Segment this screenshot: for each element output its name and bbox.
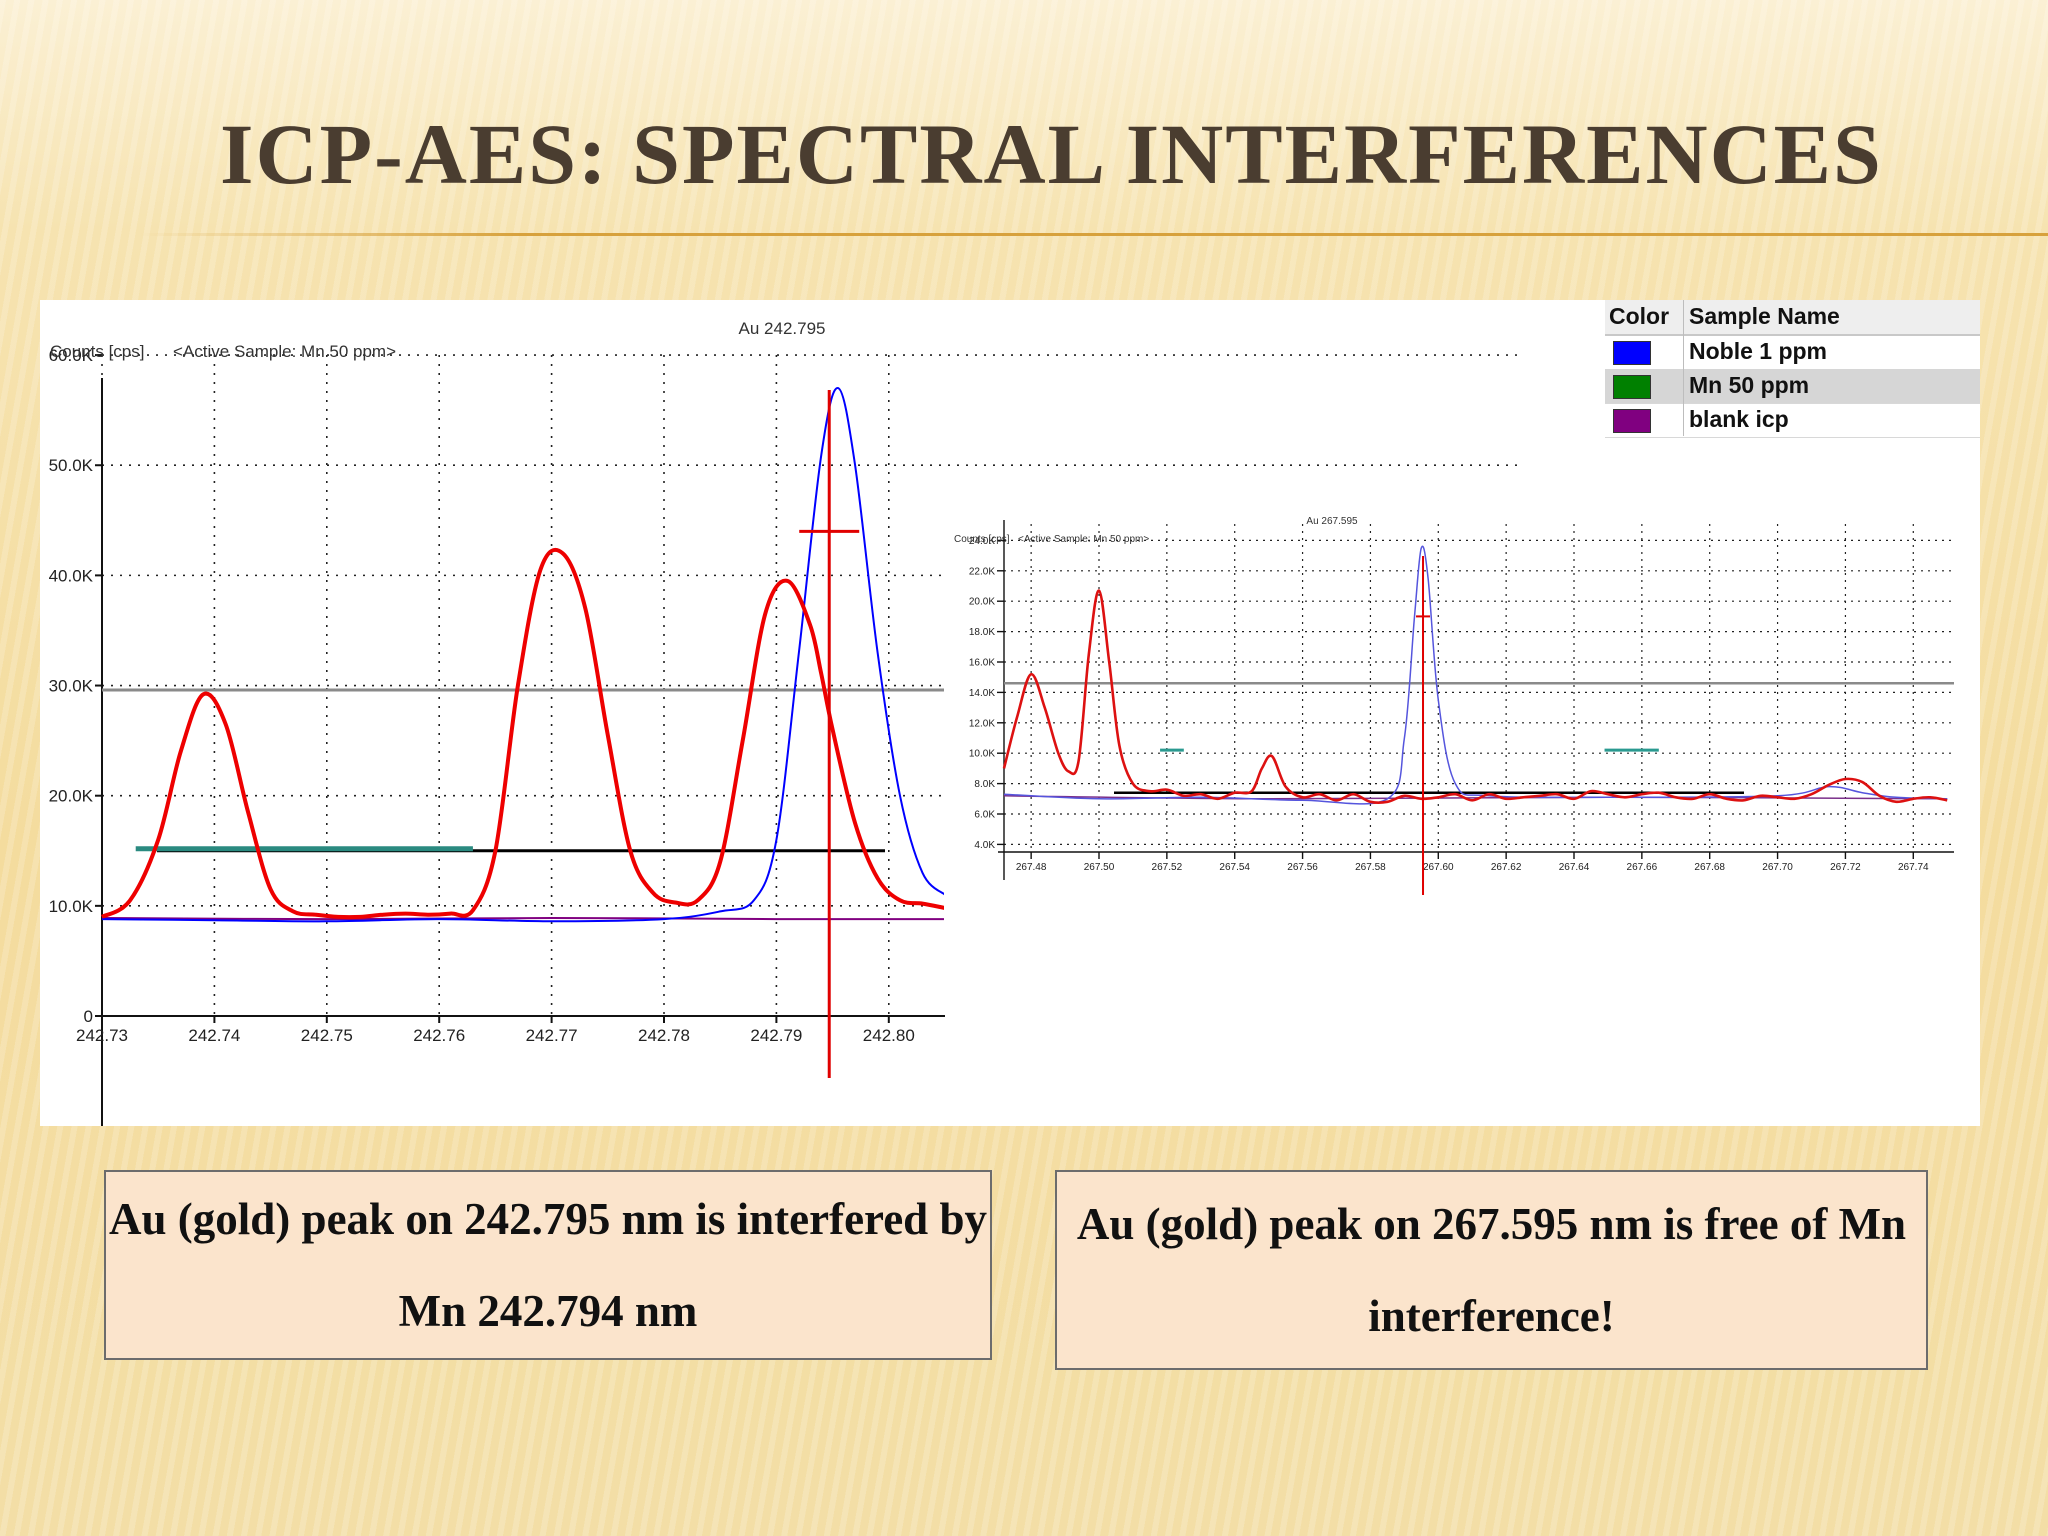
caption-right-text: Au (gold) peak on 267.595 nm is free of … [1076, 1199, 1907, 1341]
x-tick-label: 267.72 [1830, 862, 1861, 873]
x-tick-label: 267.52 [1152, 862, 1183, 873]
chart-au-267: 4.0K 6.0K 8.0K 10.0K 12.0K 14.0K 16.0K 18.0K 20.… [954, 516, 1954, 895]
y-axis-label: Counts [cps] [954, 534, 1010, 545]
x-tick-label: 242.73 [76, 1026, 128, 1045]
caption-left: Au (gold) peak on 242.795 nm is interfer… [104, 1170, 992, 1360]
legend-header-name: Sample Name [1689, 303, 1840, 329]
series-line-blank-icp [101, 916, 946, 921]
chart-title: Au 267.595 [1306, 516, 1358, 527]
x-tick-label: 242.80 [863, 1026, 915, 1045]
series-line-blank-icp [1003, 795, 1948, 800]
legend-divider [1683, 300, 1684, 436]
y-tick-label: 14.0K [969, 688, 995, 699]
x-tick-label: 242.74 [188, 1026, 240, 1045]
y-tick-label: 10.0K [969, 749, 995, 760]
x-tick-label: 267.62 [1491, 862, 1522, 873]
series-line-noble-1-ppm [101, 387, 946, 923]
y-tick-label: 20.0K [969, 597, 995, 608]
legend-swatch [1613, 375, 1651, 399]
legend-swatch [1613, 409, 1651, 433]
legend-table: Color Sample Name Noble 1 ppm Mn 50 ppm … [1605, 300, 1980, 438]
series-line-mn-50-ppm [1002, 589, 1948, 804]
x-tick-label: 267.70 [1762, 862, 1793, 873]
legend-label: blank icp [1689, 406, 1789, 432]
legend-swatch [1613, 341, 1651, 365]
y-tick-label: 4.0K [974, 840, 995, 851]
y-tick-label: 20.0K [49, 787, 94, 806]
chart-title: Au 242.795 [739, 319, 826, 338]
y-tick-label: 10.0K [49, 897, 94, 916]
legend-label: Noble 1 ppm [1689, 338, 1828, 364]
title-divider [140, 233, 2048, 236]
y-tick-label: 40.0K [49, 566, 94, 585]
y-tick-label: 50.0K [49, 456, 94, 475]
x-tick-label: 267.48 [1016, 862, 1047, 873]
legend-label: Mn 50 ppm [1689, 372, 1810, 398]
active-sample-annotation: <Active Sample: Mn 50 ppm> [1018, 534, 1149, 545]
x-tick-label: 267.60 [1423, 862, 1454, 873]
x-tick-label: 267.74 [1898, 862, 1929, 873]
y-tick-label: 12.0K [969, 718, 995, 729]
x-tick-label: 242.77 [526, 1026, 578, 1045]
series-line-noble-1-ppm [1003, 545, 1948, 805]
series-line-mn-50-ppm [100, 547, 946, 920]
legend-row[interactable]: Noble 1 ppm [1605, 335, 1980, 370]
legend-header: Color Sample Name [1605, 300, 1980, 336]
x-tick-label: 267.56 [1287, 862, 1318, 873]
spectrum-figure: 0 10.0K 20.0K 30.0K 40.0K 50.0K 60.0K 242.73 242… [40, 300, 1980, 1126]
y-axis-label: Counts [cps] [50, 342, 145, 361]
y-tick-label: 60.0K [49, 346, 94, 365]
y-tick-label: 24.0K [969, 536, 995, 547]
y-tick-label: 22.0K [969, 566, 995, 577]
x-tick-label: 267.68 [1694, 862, 1725, 873]
active-sample-annotation: <Active Sample: Mn 50 ppm> [173, 342, 396, 361]
caption-right: Au (gold) peak on 267.595 nm is free of … [1055, 1170, 1928, 1370]
x-tick-label: 267.50 [1084, 862, 1115, 873]
inset-panel: 4.0K 6.0K 8.0K 10.0K 12.0K 14.0K 16.0K 18.0K 20.… [944, 510, 1980, 1000]
x-tick-label: 242.76 [413, 1026, 465, 1045]
legend-row[interactable]: blank icp [1605, 403, 1980, 438]
caption-left-text: Au (gold) peak on 242.795 nm is interfer… [109, 1194, 987, 1336]
x-tick-label: 267.64 [1559, 862, 1590, 873]
x-tick-label: 242.75 [301, 1026, 353, 1045]
y-tick-label: 6.0K [974, 810, 995, 821]
x-tick-label: 267.66 [1627, 862, 1658, 873]
x-tick-label: 242.78 [638, 1026, 690, 1045]
y-tick-label: 8.0K [974, 779, 995, 790]
x-tick-label: 267.58 [1355, 862, 1386, 873]
y-tick-label: 18.0K [969, 627, 995, 638]
x-tick-label: 242.79 [750, 1026, 802, 1045]
x-tick-label: 267.54 [1219, 862, 1250, 873]
legend-row[interactable]: Mn 50 ppm [1605, 369, 1980, 404]
y-tick-label: 30.0K [49, 676, 94, 695]
legend-header-color: Color [1609, 303, 1670, 329]
y-tick-label: 16.0K [969, 658, 995, 669]
y-tick-label: 0 [84, 1007, 93, 1026]
chart-au-242: 0 10.0K 20.0K 30.0K 40.0K 50.0K 60.0K 242.73 242… [49, 319, 1520, 1126]
slide-title: ICP-AES: SPECTRAL INTERFERENCES [220, 106, 1883, 202]
